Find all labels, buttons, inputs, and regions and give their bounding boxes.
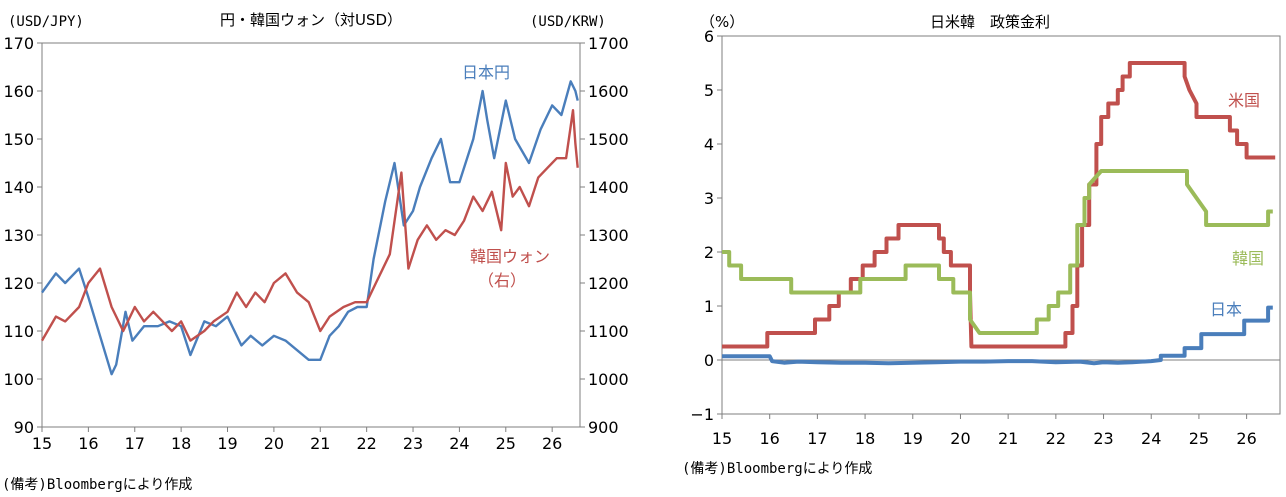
right-chart-x-tick-label: 18: [855, 429, 875, 448]
right-axis-unit: （%）: [700, 13, 744, 31]
left-x-tick-label: 17: [125, 434, 145, 453]
right-chart-y-tick-label: 0: [704, 351, 714, 370]
right-y-tick-label: 1400: [588, 178, 629, 197]
series-label-kr: 韓国: [1232, 249, 1264, 268]
right-y-ticks: −1 0 1 2 3 4 5 6: [690, 27, 1280, 424]
right-chart-y-tick-label: 2: [704, 243, 714, 262]
left-axis-title-usdjpy: (USD/JPY): [8, 14, 84, 30]
left-x-tick-label: 26: [542, 434, 562, 453]
right-chart-y-tick-label: 6: [704, 27, 714, 46]
right-chart-x-tick-label: 20: [950, 429, 970, 448]
left-series-lines: [40, 80, 579, 376]
left-x-tick-label: 16: [78, 434, 98, 453]
series-label-jp: 日本: [1210, 300, 1242, 319]
left-chart-yen-won: (USD/JPY) (USD/KRW) 円・韓国ウォン（対USD） 90 100 1…: [2, 11, 629, 493]
left-x-tick-label: 23: [403, 434, 423, 453]
right-chart-y-tick-label: 3: [704, 189, 714, 208]
left-y-tick-label: 110: [3, 322, 34, 341]
right-chart-x-tick-label: 22: [1046, 429, 1066, 448]
right-series-lines: [722, 61, 1276, 366]
left-chart-title: 円・韓国ウォン（対USD）: [220, 11, 402, 29]
right-x-ticks: 15 16 17 18 19 20 21 22 23 24 25 26: [712, 414, 1257, 448]
right-chart-x-tick-label: 17: [807, 429, 827, 448]
left-x-tick-label: 15: [32, 434, 52, 453]
series-line-krw: [40, 108, 579, 342]
left-x-tick-label: 21: [310, 434, 330, 453]
left-y-tick-label: 160: [3, 82, 34, 101]
right-chart-x-tick-label: 21: [998, 429, 1018, 448]
right-y-tick-label: 900: [588, 418, 619, 437]
series-label-us: 米国: [1228, 91, 1260, 110]
right-chart-x-tick-label: 26: [1236, 429, 1256, 448]
right-plot-area: [721, 35, 1281, 415]
series-line-jpy: [41, 80, 579, 376]
right-chart-y-tick-label: −1: [690, 405, 714, 424]
right-chart-x-tick-label: 19: [903, 429, 923, 448]
right-y-tick-label: 1300: [588, 226, 629, 245]
left-y-tick-label: 120: [3, 274, 34, 293]
right-y-tick-label: 1200: [588, 274, 629, 293]
right-chart-x-tick-label: 15: [712, 429, 732, 448]
left-y-tick-label: 100: [3, 370, 34, 389]
series-label-jpy: 日本円: [462, 63, 510, 82]
left-plot-area: [41, 42, 581, 428]
right-y-tick-label: 1700: [588, 34, 629, 53]
right-chart-y-tick-label: 4: [704, 135, 714, 154]
left-y-tick-label: 170: [3, 34, 34, 53]
left-x-tick-label: 18: [171, 434, 191, 453]
left-y-tick-label: 140: [3, 178, 34, 197]
left-y-tick-label: 150: [3, 130, 34, 149]
right-y-tick-label: 1000: [588, 370, 629, 389]
right-chart-y-tick-label: 5: [704, 81, 714, 100]
left-x-ticks: 15 16 17 18 19 20 21 22 23 24 25 26: [32, 427, 562, 453]
left-x-tick-label: 19: [217, 434, 237, 453]
right-chart-y-tick-label: 1: [704, 297, 714, 316]
left-x-tick-label: 22: [356, 434, 376, 453]
series-label-krw: 韓国ウォン: [470, 247, 550, 266]
left-source-note: (備考)Bloombergにより作成: [2, 477, 192, 493]
left-x-tick-label: 25: [496, 434, 516, 453]
right-chart-title: 日米韓 政策金利: [930, 13, 1050, 31]
series-label-krw-axis-note: （右）: [478, 271, 526, 290]
series-line-kr-rate: [722, 169, 1273, 335]
right-chart-x-tick-label: 25: [1189, 429, 1209, 448]
left-y-tick-label: 90: [14, 418, 34, 437]
right-y-tick-label: 1600: [588, 82, 629, 101]
right-chart-x-tick-label: 23: [1093, 429, 1113, 448]
series-line-jp-rate: [722, 305, 1273, 366]
right-y-tick-label: 1500: [588, 130, 629, 149]
series-line-us-rate: [722, 61, 1276, 349]
left-y-ticks: 90 100 110 120 130 140 150 160 170: [3, 34, 42, 437]
right-chart-x-tick-label: 16: [760, 429, 780, 448]
left-x-tick-label: 24: [449, 434, 469, 453]
left-y-tick-label: 130: [3, 226, 34, 245]
left-chart-right-y-ticks: 900 1000 1100 1200 1300 1400 1500 1600 1700: [580, 34, 629, 437]
right-axis-title-usdkrw: (USD/KRW): [530, 14, 606, 30]
left-x-tick-label: 20: [264, 434, 284, 453]
right-y-tick-label: 1100: [588, 322, 629, 341]
right-source-note: (備考)Bloombergにより作成: [682, 461, 872, 477]
right-chart-x-tick-label: 24: [1141, 429, 1161, 448]
